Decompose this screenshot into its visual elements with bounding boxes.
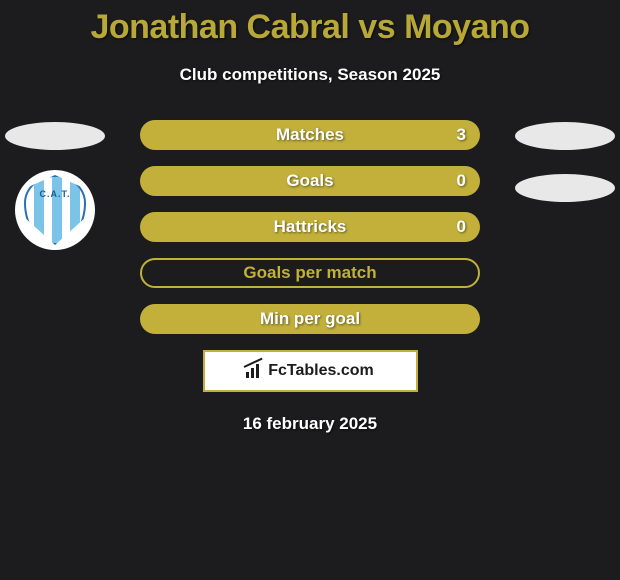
stat-bar-goals: Goals 0 bbox=[140, 166, 480, 196]
club-badge-left: C.A.T. bbox=[15, 170, 95, 250]
club-badge-placeholder bbox=[515, 174, 615, 202]
stat-label: Goals per match bbox=[243, 263, 376, 283]
right-player-column bbox=[510, 120, 620, 222]
left-player-column: C.A.T. bbox=[0, 120, 110, 250]
stat-label: Min per goal bbox=[260, 309, 360, 329]
comparison-content: C.A.T. Matches 3 Goals 0 Hattricks 0 Goa… bbox=[0, 120, 620, 434]
stat-bar-matches: Matches 3 bbox=[140, 120, 480, 150]
brand-name: FcTables.com bbox=[268, 362, 374, 380]
stat-value: 0 bbox=[457, 171, 466, 191]
player-photo-placeholder bbox=[5, 122, 105, 150]
shield-icon bbox=[24, 175, 86, 245]
subtitle: Club competitions, Season 2025 bbox=[0, 65, 620, 85]
player-photo-placeholder bbox=[515, 122, 615, 150]
stat-label: Goals bbox=[286, 171, 333, 191]
stat-label: Matches bbox=[276, 125, 344, 145]
page-title: Jonathan Cabral vs Moyano bbox=[0, 0, 620, 47]
stat-value: 0 bbox=[457, 217, 466, 237]
snapshot-date: 16 february 2025 bbox=[0, 414, 620, 434]
stat-bar-min-per-goal: Min per goal bbox=[140, 304, 480, 334]
club-badge-label: C.A.T. bbox=[24, 189, 86, 199]
bar-chart-icon bbox=[246, 364, 264, 378]
stat-label: Hattricks bbox=[274, 217, 347, 237]
stat-bar-goals-per-match: Goals per match bbox=[140, 258, 480, 288]
brand-attribution: FcTables.com bbox=[203, 350, 418, 392]
stat-bar-hattricks: Hattricks 0 bbox=[140, 212, 480, 242]
stat-bars: Matches 3 Goals 0 Hattricks 0 Goals per … bbox=[140, 120, 480, 334]
stat-value: 3 bbox=[457, 125, 466, 145]
